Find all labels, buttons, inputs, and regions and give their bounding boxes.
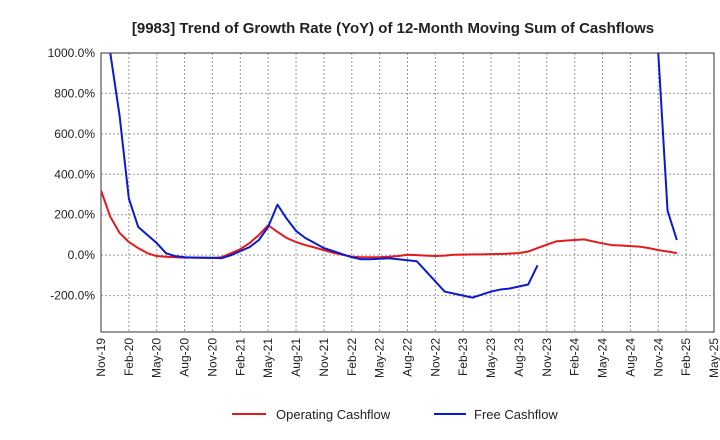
x-tick-label: May-20 bbox=[150, 338, 164, 378]
x-tick-label: Nov-21 bbox=[317, 338, 331, 377]
x-tick-label: Aug-23 bbox=[512, 338, 526, 377]
x-tick-label: Feb-21 bbox=[233, 338, 247, 376]
axis-layer: 1000.0% 800.0% 600.0% 400.0% 200.0% 0.0% -200.… bbox=[48, 46, 720, 378]
y-tick-label: 0.0% bbox=[68, 248, 96, 262]
series-line-free-cashflow bbox=[109, 53, 678, 299]
y-tick-label: 800.0% bbox=[54, 86, 95, 100]
x-tick-label: Feb-24 bbox=[568, 338, 582, 376]
x-tick-label: Aug-22 bbox=[401, 338, 415, 377]
x-tick-label: Nov-20 bbox=[205, 338, 219, 377]
x-tick-label: May-22 bbox=[373, 338, 387, 378]
x-tick-label: Aug-24 bbox=[623, 338, 637, 377]
x-tick-label: Nov-23 bbox=[540, 338, 554, 377]
x-tick-label: Feb-25 bbox=[679, 338, 693, 376]
y-tick-label: 600.0% bbox=[54, 127, 95, 141]
series-layer bbox=[101, 53, 678, 299]
x-tick-label: Nov-22 bbox=[428, 338, 442, 377]
legend-label-operating-cashflow: Operating Cashflow bbox=[276, 407, 391, 422]
y-tick-label: -200.0% bbox=[50, 289, 95, 303]
x-tick-label: Nov-24 bbox=[651, 338, 665, 377]
x-tick-label: Aug-20 bbox=[178, 338, 192, 377]
legend: Operating Cashflow Free Cashflow bbox=[232, 407, 558, 422]
x-tick-label: May-21 bbox=[261, 338, 275, 378]
legend-label-free-cashflow: Free Cashflow bbox=[474, 407, 558, 422]
x-tick-label: May-25 bbox=[707, 338, 720, 378]
x-tick-label: Feb-22 bbox=[345, 338, 359, 376]
x-tick-label: May-23 bbox=[484, 338, 498, 378]
chart-title: [9983] Trend of Growth Rate (YoY) of 12-… bbox=[132, 20, 654, 37]
y-tick-label: 1000.0% bbox=[48, 46, 96, 60]
x-tick-label: Nov-19 bbox=[94, 338, 108, 377]
x-tick-label: Feb-20 bbox=[122, 338, 136, 376]
grid-layer bbox=[100, 52, 715, 332]
series-line-operating-cashflow bbox=[101, 190, 678, 259]
x-tick-label: May-24 bbox=[596, 338, 610, 378]
y-tick-label: 400.0% bbox=[54, 167, 95, 181]
x-tick-label: Aug-21 bbox=[289, 338, 303, 377]
y-tick-label: 200.0% bbox=[54, 208, 95, 222]
x-tick-label: Feb-23 bbox=[456, 338, 470, 376]
